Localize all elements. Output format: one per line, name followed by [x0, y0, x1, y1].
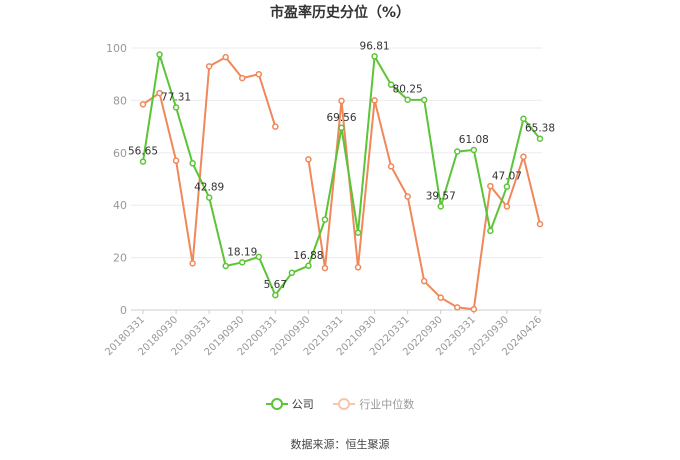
data-point-industry	[321, 264, 329, 272]
legend-company-marker-icon	[265, 398, 288, 410]
data-point-industry	[239, 74, 246, 82]
data-point-company	[255, 253, 263, 261]
data-point-company	[321, 216, 329, 223]
data-point-company	[139, 158, 147, 165]
data-point-company	[222, 262, 229, 270]
data-label: 5.67	[264, 279, 287, 291]
data-point-company	[520, 115, 527, 122]
data-point-industry	[503, 203, 511, 210]
data-point-company	[371, 53, 378, 60]
data-point-company	[454, 148, 461, 155]
data-point-company	[205, 194, 213, 201]
y-tick-label: 100	[106, 42, 127, 55]
data-point-company	[239, 259, 246, 266]
data-point-industry	[420, 277, 428, 285]
data-point-company	[272, 291, 279, 299]
data-label: 18.19	[227, 246, 257, 258]
data-label: 96.81	[360, 40, 390, 52]
data-label: 47.07	[492, 171, 522, 183]
data-point-industry	[404, 193, 411, 200]
data-point-industry	[470, 305, 478, 313]
data-point-company	[172, 104, 180, 111]
legend-item-company[interactable]: 公司	[265, 396, 314, 412]
data-point-industry	[487, 182, 494, 190]
data-point-company	[470, 146, 478, 154]
series-line-industry	[142, 56, 277, 265]
data-label: 56.65	[128, 146, 158, 158]
data-point-company	[437, 203, 444, 210]
legend: 公司 行业中位数	[0, 396, 680, 413]
data-label: 65.38	[525, 123, 555, 135]
data-source: 数据来源：恒生聚源	[290, 438, 390, 451]
y-tick-label: 40	[113, 199, 127, 212]
data-point-company	[387, 81, 395, 88]
data-point-company	[189, 160, 196, 167]
data-label: 80.25	[393, 84, 423, 96]
y-tick-label: 60	[113, 147, 127, 160]
data-point-industry	[536, 220, 544, 228]
data-label: 61.08	[459, 134, 489, 146]
y-tick-label: 20	[113, 252, 127, 265]
data-point-industry	[371, 97, 378, 104]
data-point-industry	[272, 123, 279, 130]
data-point-industry	[437, 294, 444, 301]
data-point-industry	[387, 163, 395, 170]
legend-industry-marker-icon	[333, 398, 356, 410]
y-tick-label: 80	[113, 94, 127, 107]
data-point-company	[288, 269, 296, 277]
legend-item-industry[interactable]: 行业中位数	[333, 396, 414, 412]
data-point-industry	[205, 63, 213, 70]
data-label-layer: 56.65 77.31 42.89 18.19 5.67 16.88 69.56 96.81 8…	[128, 40, 555, 291]
data-point-industry	[305, 156, 312, 163]
data-point-industry	[172, 157, 180, 164]
data-point-industry	[222, 53, 229, 61]
data-point-company	[420, 96, 428, 104]
data-label: 69.56	[326, 112, 356, 124]
data-point-company	[305, 262, 312, 270]
data-point-industry	[520, 153, 527, 160]
data-point-industry	[454, 304, 461, 311]
data-point-company	[354, 229, 362, 236]
data-label: 39.57	[426, 190, 456, 202]
data-point-company	[156, 51, 163, 58]
data-point-industry	[139, 101, 147, 108]
series-layer	[139, 51, 544, 313]
data-point-industry	[338, 97, 345, 105]
pe-percentile-chart: 0204060801002018033120180930201903312019…	[103, 40, 555, 358]
data-point-company	[536, 135, 544, 142]
data-point-company	[338, 124, 345, 132]
data-point-company	[503, 183, 511, 190]
legend-company-label: 公司	[291, 398, 314, 411]
chart-title: 市盈率历史分位（%）	[269, 5, 411, 21]
data-point-industry	[156, 89, 163, 97]
legend-industry-label: 行业中位数	[359, 398, 415, 411]
data-label: 42.89	[194, 182, 224, 194]
data-point-industry	[189, 260, 196, 267]
data-point-industry	[354, 264, 362, 271]
data-label: 77.31	[161, 91, 191, 103]
data-point-industry	[255, 70, 263, 78]
data-point-company	[487, 227, 494, 235]
y-tick-label: 0	[120, 304, 127, 317]
data-label: 16.88	[293, 250, 323, 262]
data-point-company	[404, 96, 411, 103]
